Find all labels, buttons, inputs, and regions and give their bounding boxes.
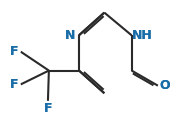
Text: N: N <box>65 29 76 42</box>
Text: F: F <box>44 102 52 115</box>
Text: NH: NH <box>132 29 152 42</box>
Text: F: F <box>10 45 18 58</box>
Text: NH: NH <box>132 29 152 42</box>
Text: O: O <box>160 79 170 92</box>
Text: N: N <box>65 29 76 42</box>
Circle shape <box>134 30 150 41</box>
Text: O: O <box>160 79 170 92</box>
Circle shape <box>159 82 171 89</box>
Text: F: F <box>10 78 18 91</box>
Text: F: F <box>10 78 18 91</box>
Circle shape <box>8 48 20 55</box>
Circle shape <box>65 32 76 39</box>
Text: F: F <box>44 102 52 115</box>
Circle shape <box>42 105 54 112</box>
Text: F: F <box>10 45 18 58</box>
Circle shape <box>8 81 20 88</box>
